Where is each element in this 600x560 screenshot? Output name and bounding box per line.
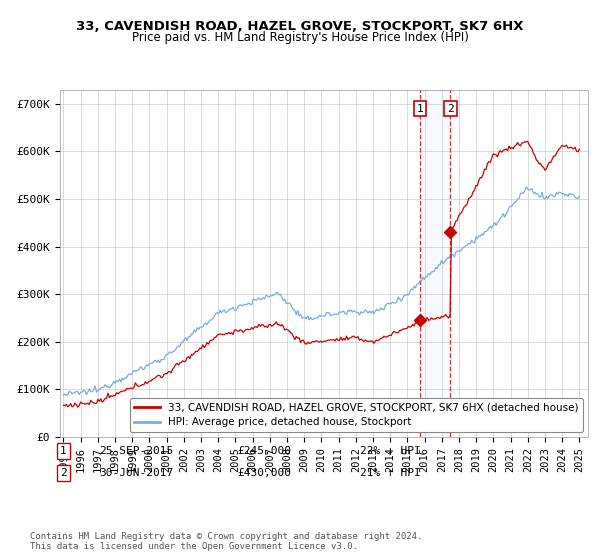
Text: £245,000: £245,000 (237, 446, 291, 456)
Bar (420, 90, 451, 437)
Text: 1: 1 (416, 104, 424, 114)
Text: 30-JUN-2017: 30-JUN-2017 (99, 468, 173, 478)
Text: 22% ↓ HPI: 22% ↓ HPI (360, 446, 421, 456)
Text: 21% ↑ HPI: 21% ↑ HPI (360, 468, 421, 478)
Text: 25-SEP-2015: 25-SEP-2015 (99, 446, 173, 456)
Legend: 33, CAVENDISH ROAD, HAZEL GROVE, STOCKPORT, SK7 6HX (detached house), HPI: Avera: 33, CAVENDISH ROAD, HAZEL GROVE, STOCKPO… (130, 398, 583, 432)
Text: £430,000: £430,000 (237, 468, 291, 478)
Text: 2: 2 (60, 468, 67, 478)
Text: Price paid vs. HM Land Registry's House Price Index (HPI): Price paid vs. HM Land Registry's House … (131, 31, 469, 44)
Text: 33, CAVENDISH ROAD, HAZEL GROVE, STOCKPORT, SK7 6HX: 33, CAVENDISH ROAD, HAZEL GROVE, STOCKPO… (76, 20, 524, 32)
Text: 1: 1 (60, 446, 67, 456)
Text: Contains HM Land Registry data © Crown copyright and database right 2024.
This d: Contains HM Land Registry data © Crown c… (30, 532, 422, 552)
Text: 2: 2 (447, 104, 454, 114)
